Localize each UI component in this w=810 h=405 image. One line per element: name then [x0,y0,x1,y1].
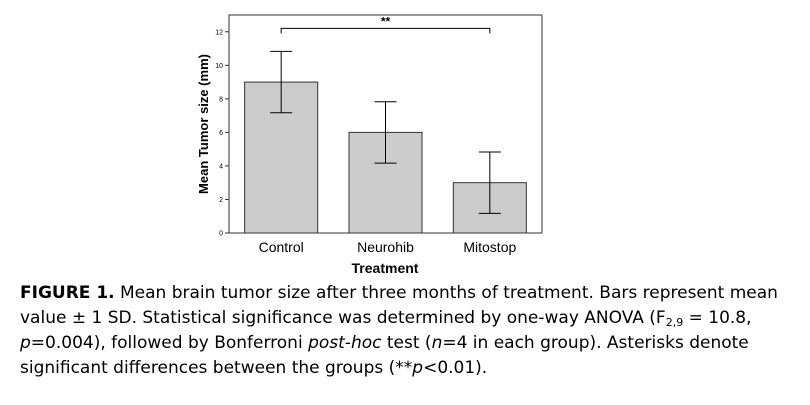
error-bars-layer [270,50,501,214]
bar-chart: 0 2 4 6 8 10 12 Control Neurohib Mitostop ** Mea… [196,14,543,276]
caption-label: FIGURE 1. [20,283,115,303]
y-tick-label: 10 [215,63,223,70]
y-tick-label: 4 [219,163,223,170]
x-axis-label: Treatment [352,260,419,276]
figure-caption: FIGURE 1. Mean brain tumor size after th… [20,281,795,381]
y-axis-label: Mean Tumor size (mm) [196,54,211,194]
y-tick-label: 2 [219,197,223,204]
x-tick-label-control: Control [259,239,304,255]
caption-text-5: =4 in each group). Asterisks denote sign… [20,333,749,378]
y-tick-label: 6 [219,130,223,137]
x-tick-label-neurohib: Neurohib [357,239,414,255]
significance-annotation: ** [280,14,491,34]
significance-stars: ** [381,14,391,28]
caption-text-2: = 10.8, [683,308,752,328]
caption-text-3: =0.004), followed by Bonferroni [30,333,309,353]
caption-text-4: test ( [381,333,432,353]
y-tick-label: 0 [219,231,223,238]
caption-p2-italic: p [412,358,424,378]
caption-f-subscript: 2,9 [665,316,684,329]
y-tick-label: 8 [219,96,223,103]
caption-p-italic: p [20,333,31,353]
caption-text-1: Mean brain tumor size after three months… [20,283,778,328]
caption-text-6: <0.01). [423,358,488,378]
significance-bracket [280,27,491,34]
caption-n-italic: n [431,333,443,353]
y-axis-ticks: 0 2 4 6 8 10 12 [215,29,229,238]
x-tick-label-mitostop: Mitostop [463,239,516,255]
y-tick-label: 12 [215,29,223,36]
caption-posthoc-italic: post-hoc [308,333,382,353]
x-axis-ticks: Control Neurohib Mitostop [259,239,517,255]
